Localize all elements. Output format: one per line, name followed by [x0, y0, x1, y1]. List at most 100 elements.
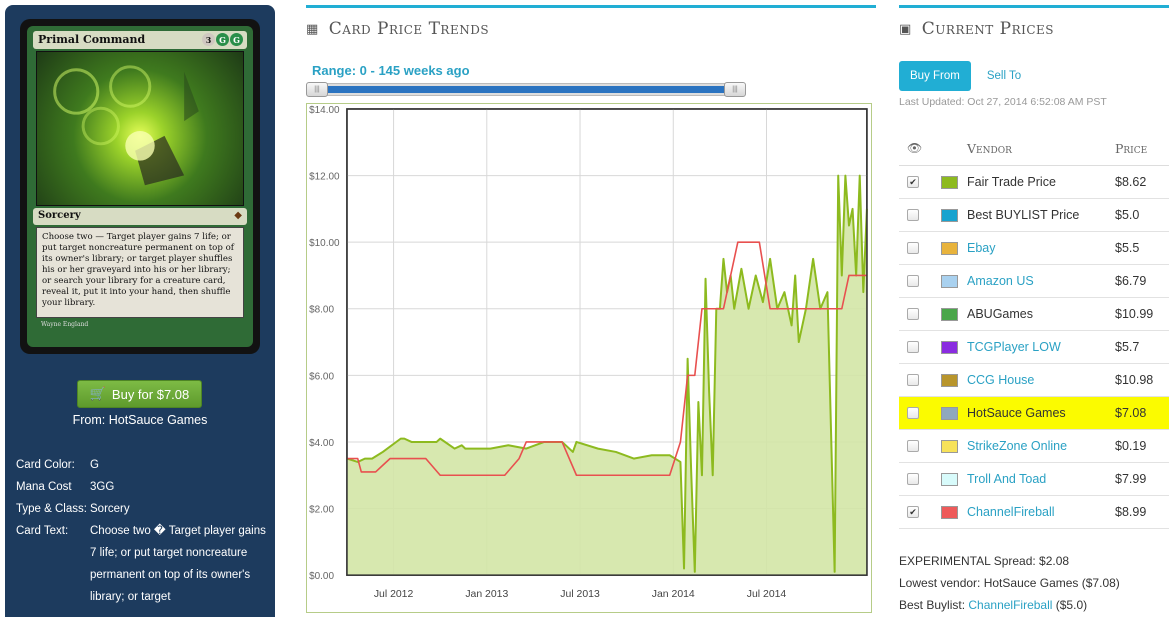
cart-icon: 🛒: [89, 386, 106, 401]
detail-value: 3GG: [90, 481, 115, 493]
card-image: Primal Command 3 G G: [20, 19, 260, 354]
vendor-price: $0.19: [1115, 439, 1147, 453]
plot-border: [346, 108, 868, 576]
vendor-table-header: 👁 Vendor Price: [899, 131, 1169, 166]
price-tabs: Buy From Sell To: [899, 61, 1027, 91]
best-buylist: Best Buylist: ChannelFireball ($5.0): [899, 594, 1120, 616]
vendor-checkbox[interactable]: [907, 242, 919, 254]
vendor-price: $6.79: [1115, 274, 1147, 288]
vendor-color-swatch: [941, 439, 958, 453]
vendor-row: HotSauce Games $7.08: [899, 397, 1169, 430]
vendor-swatch-cell: [929, 439, 965, 453]
vendor-row: ABUGames $10.99: [899, 298, 1169, 331]
vendor-row: ✔ Fair Trade Price $8.62: [899, 166, 1169, 199]
range-slider[interactable]: ||| |||: [306, 82, 746, 97]
vendor-swatch-cell: [929, 241, 965, 255]
x-tick-label: Jan 2014: [652, 589, 695, 600]
current-prices-section: ▣ Current Prices Buy From Sell To Last U…: [899, 5, 1169, 617]
vendor-checkbox-cell: [899, 374, 929, 386]
vendor-checkbox[interactable]: [907, 407, 919, 419]
vendor-checkbox[interactable]: [907, 308, 919, 320]
card-type-line: Sorcery: [38, 210, 81, 221]
vendor-checkbox-cell: ✔: [899, 176, 929, 188]
x-tick-label: Jul 2014: [747, 589, 787, 600]
x-tick-label: Jul 2013: [560, 589, 600, 600]
detail-value: G: [90, 459, 99, 471]
buy-button[interactable]: 🛒 Buy for $7.08: [77, 380, 202, 408]
y-tick-label: $12.00: [309, 172, 340, 183]
vendor-row: Amazon US $6.79: [899, 265, 1169, 298]
mana-green-icon: G: [230, 33, 243, 46]
card-face: Primal Command 3 G G: [27, 26, 253, 347]
vendor-price: $8.62: [1115, 175, 1147, 189]
vendor-checkbox[interactable]: ✔: [907, 176, 919, 188]
vendor-name: ABUGames: [967, 307, 1033, 321]
card-rules-text: Choose two — Target player gains 7 life;…: [36, 227, 244, 318]
range-label: Range: 0 - 145 weeks ago: [312, 63, 470, 78]
last-updated: Last Updated: Oct 27, 2014 6:52:08 AM PS…: [899, 96, 1107, 108]
x-tick-label: Jan 2013: [465, 589, 508, 600]
section-accent-bar: [899, 5, 1169, 8]
vendor-name[interactable]: CCG House: [967, 373, 1035, 387]
vendor-swatch-cell: [929, 340, 965, 354]
card-title-bar: Primal Command 3 G G: [33, 31, 247, 49]
range-slider-right-handle[interactable]: |||: [724, 82, 746, 97]
vendor-color-swatch: [941, 175, 958, 189]
vendor-checkbox[interactable]: ✔: [907, 506, 919, 518]
vendor-checkbox[interactable]: [907, 275, 919, 287]
vendor-checkbox[interactable]: [907, 473, 919, 485]
vendor-checkbox-cell: [899, 440, 929, 452]
vendor-checkbox[interactable]: [907, 440, 919, 452]
tab-sell-to[interactable]: Sell To: [986, 70, 1022, 82]
vendor-row: TCGPlayer LOW $5.7: [899, 331, 1169, 364]
vendor-name[interactable]: TCGPlayer LOW: [967, 340, 1061, 354]
vendor-color-swatch: [941, 274, 958, 288]
vendor-row: Ebay $5.5: [899, 232, 1169, 265]
vendor-checkbox-cell: [899, 275, 929, 287]
vendor-price: $10.98: [1115, 373, 1154, 387]
price-trends-section: ▦ Card Price Trends Range: 0 - 145 weeks…: [306, 5, 876, 617]
vendor-checkbox-cell: [899, 341, 929, 353]
detail-row: Mana Cost 3GG: [16, 476, 271, 498]
vendor-row: ✔ ChannelFireball $8.99: [899, 496, 1169, 529]
vendor-name[interactable]: Troll And Toad: [967, 472, 1047, 486]
detail-value: Sorcery: [90, 503, 130, 515]
price-chart[interactable]: $0.00 $2.00 $4.00 $6.00 $8.00 $10.00 $12.00 $14…: [306, 103, 872, 613]
detail-label: Mana Cost: [16, 481, 72, 493]
detail-row: Card Text: Choose two � Target player ga…: [16, 520, 271, 608]
tab-buy-from[interactable]: Buy From: [899, 61, 971, 91]
vendor-checkbox[interactable]: [907, 341, 919, 353]
detail-label: Type & Class:: [16, 503, 87, 515]
buy-button-label: Buy for $7.08: [111, 386, 190, 402]
y-tick-label: $10.00: [309, 238, 340, 249]
vendor-color-swatch: [941, 373, 958, 387]
prices-title: Current Prices: [921, 19, 1055, 39]
y-tick-label: $4.00: [309, 438, 334, 449]
x-tick-label: Jul 2012: [374, 589, 414, 600]
best-buylist-vendor-link[interactable]: ChannelFireball: [968, 598, 1053, 612]
detail-label: Card Text:: [16, 525, 69, 537]
lowest-vendor-text: Lowest vendor: HotSauce Games ($7.08): [899, 576, 1120, 590]
card-name: Primal Command: [38, 33, 146, 46]
vendor-name[interactable]: StrikeZone Online: [967, 439, 1068, 453]
vendor-color-swatch: [941, 472, 958, 486]
vendor-name[interactable]: ChannelFireball: [967, 505, 1055, 519]
vendor-checkbox[interactable]: [907, 374, 919, 386]
vendor-name[interactable]: Ebay: [967, 241, 996, 255]
calendar-icon: ▦: [306, 21, 319, 37]
range-slider-left-handle[interactable]: |||: [306, 82, 328, 97]
price-column-header: Price: [1115, 140, 1148, 156]
card-art: [36, 51, 244, 206]
series-line-channelfireball: [346, 241, 867, 477]
vendor-name: Best BUYLIST Price: [967, 208, 1080, 222]
vendor-price: $7.08: [1115, 406, 1147, 420]
money-icon: ▣: [899, 21, 912, 37]
vendor-price: $7.99: [1115, 472, 1147, 486]
vendor-name[interactable]: Amazon US: [967, 274, 1034, 288]
vendor-checkbox-cell: ✔: [899, 506, 929, 518]
vendor-checkbox-cell: [899, 308, 929, 320]
vendor-checkbox-cell: [899, 209, 929, 221]
vendor-price: $8.99: [1115, 505, 1147, 519]
vendor-price: $5.7: [1115, 340, 1140, 354]
vendor-checkbox[interactable]: [907, 209, 919, 221]
